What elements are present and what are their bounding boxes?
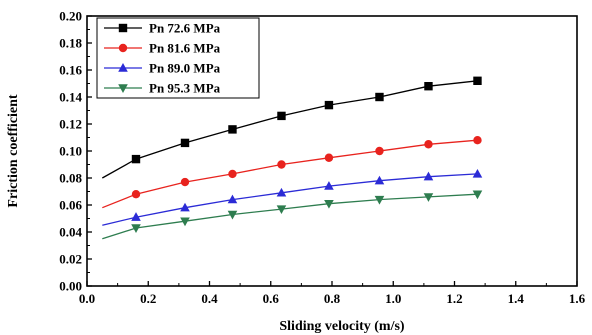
x-tick-label: 0.0 xyxy=(79,291,95,306)
data-point xyxy=(180,138,190,148)
data-point xyxy=(374,195,385,205)
legend-label: Pn 72.6 MPa xyxy=(149,21,221,36)
y-tick-label: 0.06 xyxy=(59,198,82,213)
x-tick-label: 0.6 xyxy=(263,291,280,306)
data-point xyxy=(228,125,237,134)
data-point xyxy=(227,210,238,220)
data-point xyxy=(277,111,286,121)
x-tick-label: 1.2 xyxy=(446,291,462,306)
x-tick-label: 1.0 xyxy=(385,291,401,306)
data-point xyxy=(277,160,286,169)
data-point xyxy=(227,194,238,204)
x-tick-label: 0.4 xyxy=(201,291,218,306)
data-point xyxy=(180,202,190,212)
legend-marker xyxy=(118,23,128,33)
y-tick-label: 0.18 xyxy=(59,36,82,51)
legend-label: Pn 89.0 MPa xyxy=(149,61,221,76)
y-axis-title: Friction coefficient xyxy=(6,94,21,207)
data-point xyxy=(131,154,141,164)
y-tick-label: 0.04 xyxy=(59,225,82,240)
axis-tick-labels: 0.0 0.2 0.4 0.6 0.8 1.0 1.2 1.4 1.6 0.00 0.02 0.04 0… xyxy=(59,9,585,307)
x-tick-label: 1.6 xyxy=(569,291,586,306)
data-point xyxy=(228,169,237,179)
data-point xyxy=(424,140,433,149)
x-axis-title: Sliding velocity (m/s) xyxy=(279,319,405,334)
y-tick-label: 0.14 xyxy=(59,90,82,105)
data-point xyxy=(473,76,482,85)
data-point xyxy=(473,136,482,145)
x-tick-label: 0.8 xyxy=(324,291,341,306)
data-point xyxy=(131,190,141,199)
data-point xyxy=(374,175,385,185)
data-point xyxy=(180,217,190,227)
legend-label: Pn 81.6 MPa xyxy=(149,41,221,56)
data-point xyxy=(423,171,434,181)
data-point xyxy=(472,190,483,200)
data-point xyxy=(424,82,433,91)
data-point xyxy=(131,212,141,221)
legend-label: Pn 95.3 MPa xyxy=(149,81,221,96)
y-tick-label: 0.10 xyxy=(59,144,82,159)
y-tick-label: 0.20 xyxy=(59,9,82,24)
y-tick-label: 0.08 xyxy=(59,171,82,186)
y-tick-label: 0.00 xyxy=(59,279,82,294)
data-point xyxy=(276,187,287,197)
data-point xyxy=(375,92,384,102)
x-tick-label: 1.4 xyxy=(508,291,525,306)
data-point xyxy=(276,205,287,215)
y-tick-label: 0.12 xyxy=(59,117,82,132)
data-point xyxy=(375,146,384,156)
data-point xyxy=(324,153,334,162)
data-point xyxy=(131,224,141,233)
axis-ticks xyxy=(86,15,578,287)
data-point xyxy=(324,199,334,209)
legend: Pn 72.6 MPa Pn 81.6 MPa Pn 89.0 MPa Pn 95.3… xyxy=(96,17,260,99)
x-tick-label: 0.2 xyxy=(140,291,156,306)
y-tick-label: 0.16 xyxy=(59,63,82,78)
series-line-3 xyxy=(102,173,478,226)
data-point xyxy=(324,100,334,110)
series-lines xyxy=(101,80,478,240)
y-tick-label: 0.02 xyxy=(59,252,82,267)
series-line-4 xyxy=(102,193,478,240)
series-markers xyxy=(131,76,483,233)
legend-marker xyxy=(118,43,128,53)
data-point xyxy=(324,181,334,190)
legend-marker xyxy=(118,63,128,72)
data-point xyxy=(472,168,483,178)
data-point xyxy=(423,193,434,202)
data-point xyxy=(180,177,190,187)
legend-marker xyxy=(118,84,128,93)
